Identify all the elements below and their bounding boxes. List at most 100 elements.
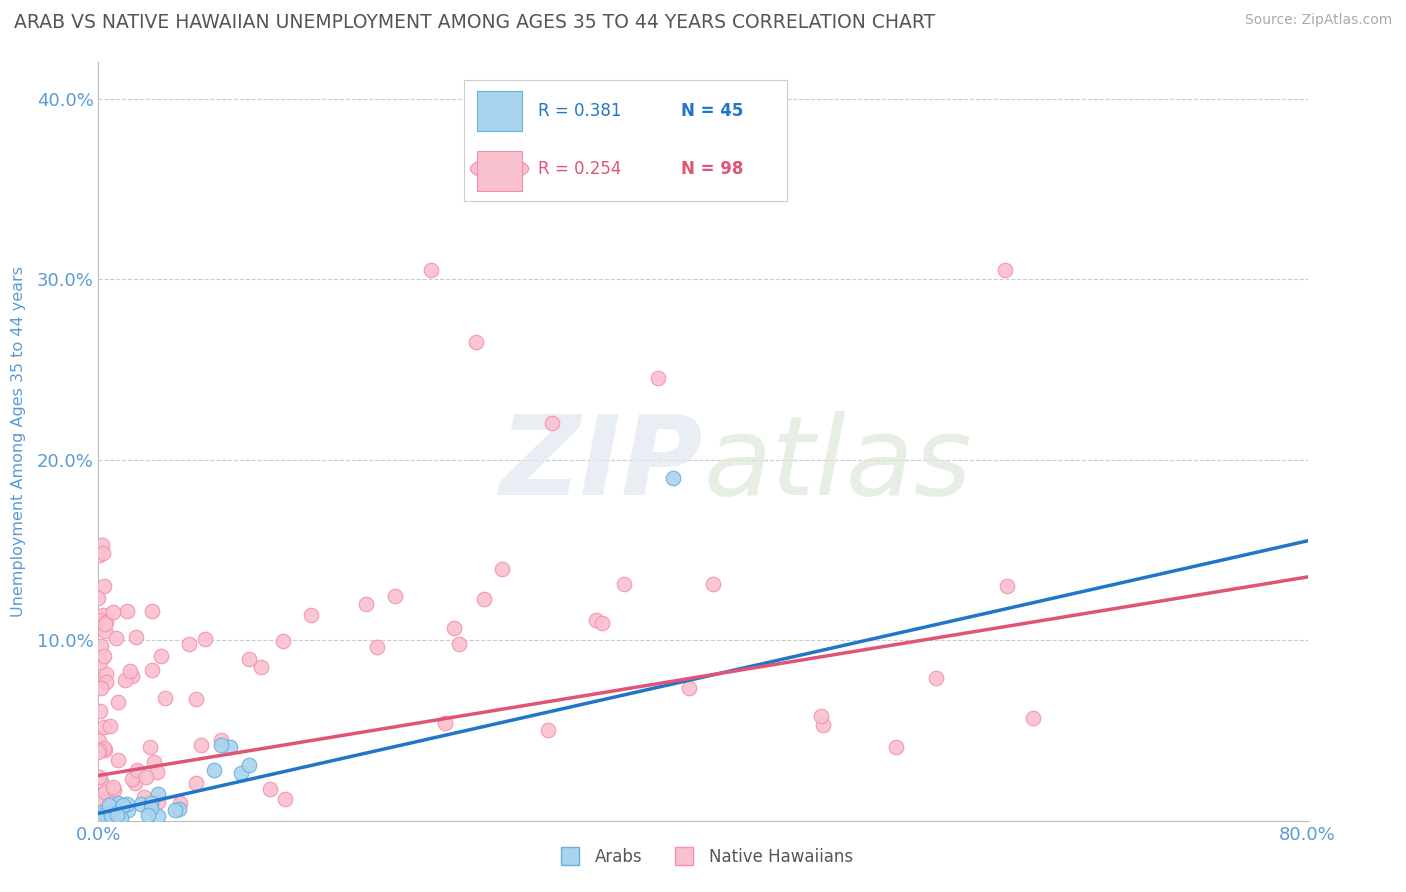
Point	[186, 692, 208, 706]
Point	[87, 810, 110, 824]
Point	[87, 733, 110, 747]
Point	[90, 681, 112, 696]
Point	[145, 765, 167, 780]
Point	[139, 801, 162, 815]
Point	[94, 617, 117, 632]
Point	[186, 776, 208, 790]
Point	[647, 371, 669, 385]
Point	[136, 807, 159, 822]
Point	[434, 716, 457, 731]
Point	[89, 807, 111, 822]
Point	[105, 799, 128, 814]
Point	[354, 597, 377, 611]
Point	[591, 616, 613, 631]
Legend: Arabs, Native Hawaiians: Arabs, Native Hawaiians	[547, 842, 859, 873]
Point	[995, 579, 1018, 593]
Text: Source: ZipAtlas.com: Source: ZipAtlas.com	[1244, 13, 1392, 28]
Point	[219, 739, 242, 754]
Point	[169, 797, 191, 811]
Point	[115, 797, 138, 811]
Point	[132, 789, 155, 804]
Point	[100, 796, 122, 810]
Point	[103, 605, 125, 619]
Point	[209, 733, 232, 747]
Text: ZIP: ZIP	[499, 411, 703, 517]
Text: R = 0.254: R = 0.254	[538, 160, 621, 178]
Point	[87, 549, 110, 563]
Point	[90, 794, 112, 808]
Point	[811, 717, 834, 731]
Point	[472, 591, 495, 606]
Point	[117, 604, 139, 618]
Point	[249, 660, 271, 674]
Point	[125, 631, 148, 645]
Text: N = 45: N = 45	[681, 102, 742, 120]
Point	[194, 632, 217, 646]
Point	[90, 773, 112, 788]
Point	[87, 770, 110, 784]
Point	[107, 695, 129, 709]
Point	[108, 808, 131, 822]
Point	[153, 691, 176, 706]
Point	[613, 576, 636, 591]
Point	[661, 470, 683, 484]
Point	[190, 738, 212, 752]
Point	[90, 807, 112, 822]
Point	[238, 651, 260, 665]
Point	[91, 607, 114, 622]
Point	[420, 263, 443, 277]
Point	[443, 621, 465, 635]
Point	[105, 631, 128, 645]
Point	[465, 335, 488, 350]
Point	[141, 796, 163, 810]
Text: N = 98: N = 98	[681, 160, 742, 178]
Point	[118, 665, 141, 679]
Point	[94, 615, 117, 630]
Point	[101, 780, 124, 795]
Point	[94, 785, 117, 799]
Point	[93, 579, 115, 593]
Point	[141, 663, 163, 677]
Point	[259, 782, 281, 797]
Point	[384, 589, 406, 603]
Point	[93, 649, 115, 664]
Point	[91, 808, 114, 822]
Point	[87, 813, 110, 827]
Point	[93, 809, 115, 823]
Point	[537, 723, 560, 738]
Point	[93, 740, 115, 755]
Point	[90, 639, 112, 653]
Point	[93, 742, 115, 756]
FancyBboxPatch shape	[477, 91, 522, 131]
Text: atlas: atlas	[703, 411, 972, 517]
Point	[117, 803, 139, 817]
Point	[87, 742, 110, 756]
Point	[129, 797, 152, 811]
Point	[540, 417, 562, 431]
Point	[87, 813, 110, 827]
Point	[89, 704, 111, 718]
Point	[273, 634, 295, 648]
Point	[274, 792, 297, 806]
Point	[1022, 711, 1045, 725]
Point	[165, 803, 187, 817]
Point	[143, 756, 166, 770]
Point	[93, 809, 115, 823]
Point	[121, 668, 143, 682]
Point	[100, 809, 122, 823]
Point	[90, 814, 112, 828]
Point	[229, 765, 252, 780]
Point	[121, 772, 143, 786]
Point	[202, 763, 225, 777]
Point	[87, 745, 110, 759]
Point	[93, 810, 115, 824]
Y-axis label: Unemployment Among Ages 35 to 44 years: Unemployment Among Ages 35 to 44 years	[11, 266, 25, 617]
Point	[886, 739, 908, 754]
Point	[94, 675, 117, 690]
Point	[299, 607, 322, 622]
Point	[103, 782, 125, 797]
Point	[89, 791, 111, 805]
Point	[925, 671, 948, 685]
Point	[89, 810, 111, 824]
Point	[93, 624, 115, 638]
